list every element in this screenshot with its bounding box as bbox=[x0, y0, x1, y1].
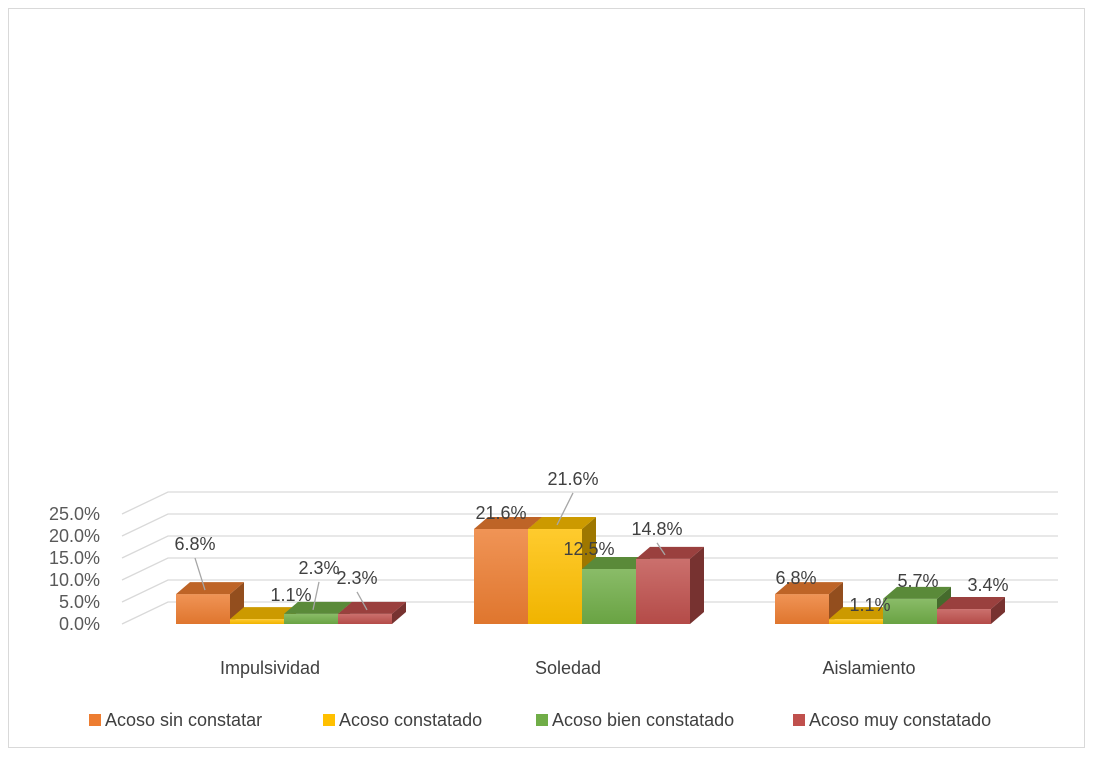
leader-line bbox=[312, 581, 320, 611]
data-label: 6.8% bbox=[775, 568, 816, 588]
legend-swatch bbox=[89, 714, 101, 726]
leader-line bbox=[194, 557, 206, 591]
legend-swatch bbox=[536, 714, 548, 726]
bar bbox=[636, 546, 704, 624]
legend-item: Acoso bien constatado bbox=[536, 710, 734, 730]
leader-line bbox=[356, 591, 368, 611]
legend-label: Acoso bien constatado bbox=[552, 710, 734, 730]
legend-label: Acoso sin constatar bbox=[105, 710, 262, 730]
category-label: Aislamiento bbox=[822, 658, 915, 678]
category-label: Soledad bbox=[535, 658, 601, 678]
y-tick-label: 20.0% bbox=[49, 526, 100, 546]
legend-item: Acoso muy constatado bbox=[793, 710, 991, 730]
gridline bbox=[121, 535, 1058, 559]
leader-line bbox=[556, 492, 574, 526]
data-label: 21.6% bbox=[547, 469, 598, 489]
legend-item: Acoso sin constatar bbox=[89, 710, 262, 730]
legend-item: Acoso constatado bbox=[323, 710, 482, 730]
gridline bbox=[121, 513, 1058, 537]
category-label: Impulsividad bbox=[220, 658, 320, 678]
bars bbox=[176, 516, 1005, 624]
y-tick-label: 10.0% bbox=[49, 570, 100, 590]
y-tick-label: 5.0% bbox=[59, 592, 100, 612]
gridline bbox=[121, 601, 1058, 625]
x-axis: Impulsividad Soledad Aislamiento bbox=[220, 658, 916, 678]
data-labels: 6.8% 1.1% 2.3%2.3% 21.6% 21.6% 12.5% 14.8% 6.8%… bbox=[174, 469, 1008, 615]
data-label: 12.5% bbox=[563, 539, 614, 559]
y-tick-label: 0.0% bbox=[59, 614, 100, 634]
bar bbox=[338, 601, 406, 624]
data-label: 2.3% bbox=[336, 568, 377, 588]
leader-line bbox=[656, 542, 666, 556]
bar bbox=[176, 582, 244, 624]
legend-label: Acoso muy constatado bbox=[809, 710, 991, 730]
gridline bbox=[121, 579, 1058, 603]
y-tick-label: 25.0% bbox=[49, 504, 100, 524]
data-label: 2.3% bbox=[298, 558, 339, 578]
data-label: 3.4% bbox=[967, 575, 1008, 595]
gridline bbox=[121, 491, 1058, 515]
data-label: 1.1% bbox=[849, 595, 890, 615]
chart-border bbox=[8, 8, 1085, 748]
legend-label: Acoso constatado bbox=[339, 710, 482, 730]
data-label: 14.8% bbox=[631, 519, 682, 539]
data-label: 1.1% bbox=[270, 585, 311, 605]
y-tick-label: 15.0% bbox=[49, 548, 100, 568]
legend-swatch bbox=[323, 714, 335, 726]
data-label: 21.6% bbox=[475, 503, 526, 523]
legend-swatch bbox=[793, 714, 805, 726]
gridlines bbox=[121, 491, 1058, 625]
data-label: 5.7% bbox=[897, 571, 938, 591]
gridline bbox=[121, 557, 1058, 581]
legend: Acoso sin constatar Acoso constatado Acoso… bbox=[89, 710, 991, 730]
data-label: 6.8% bbox=[174, 534, 215, 554]
bar bbox=[937, 597, 1005, 624]
y-axis: 0.0%5.0%10.0%15.0%20.0%25.0% bbox=[49, 504, 100, 634]
